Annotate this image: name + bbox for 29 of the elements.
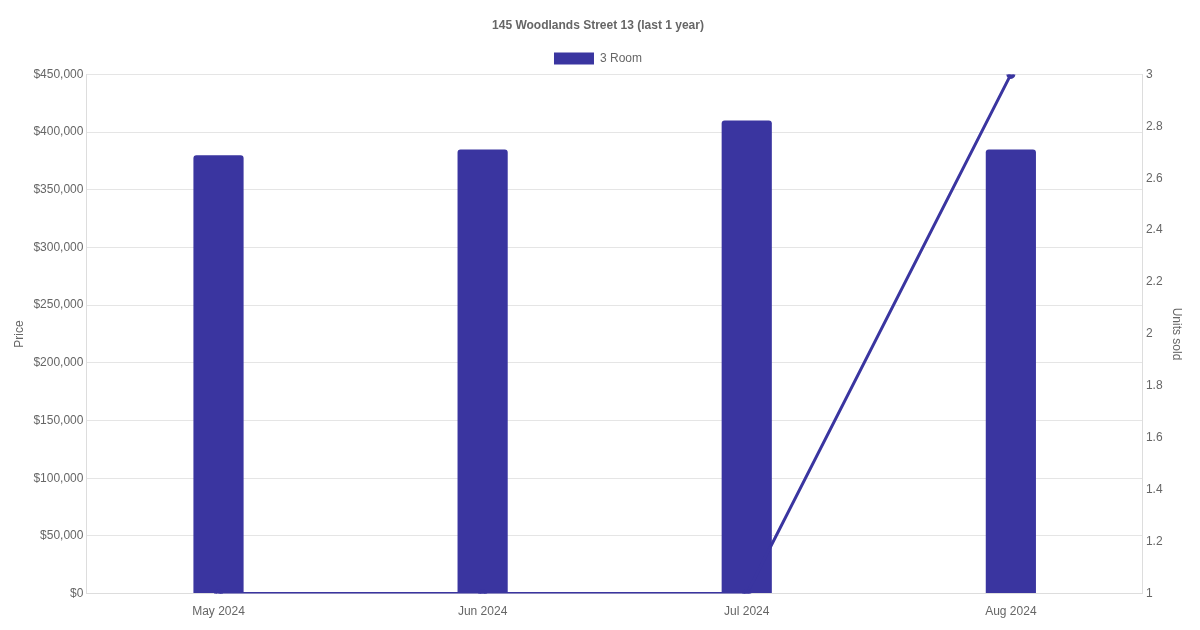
y-tick-label: $50,000 bbox=[40, 528, 84, 543]
y-tick-label: $250,000 bbox=[33, 297, 84, 312]
y-tick-label: $100,000 bbox=[33, 470, 84, 485]
y-tick-label: $400,000 bbox=[33, 124, 84, 139]
x-tick-label: Jul 2024 bbox=[724, 604, 770, 619]
x-tick-label: Jun 2024 bbox=[457, 604, 508, 619]
y-axis-title: Price bbox=[11, 320, 26, 348]
legend-label: 3 Room bbox=[599, 50, 643, 65]
y2-tick-label: 2.4 bbox=[1145, 222, 1163, 237]
y2-tick-label: 1.6 bbox=[1145, 430, 1163, 445]
x-tick-label: Aug 2024 bbox=[985, 604, 1037, 619]
y2-tick-label: 1 bbox=[1145, 585, 1153, 600]
y-tick-label: $450,000 bbox=[33, 66, 84, 81]
y2-tick-label: 3 bbox=[1145, 66, 1153, 81]
y2-axis-title: Units sold bbox=[1170, 307, 1185, 361]
chart-title: 145 Woodlands Street 13 (last 1 year) bbox=[492, 17, 704, 32]
y2-tick-label: 1.2 bbox=[1145, 533, 1163, 548]
y2-tick-label: 1.4 bbox=[1145, 482, 1163, 497]
y-tick-label: $150,000 bbox=[33, 412, 84, 427]
y2-tick-label: 2.6 bbox=[1145, 170, 1163, 185]
x-tick-label: May 2024 bbox=[192, 604, 246, 619]
y-tick-label: $300,000 bbox=[33, 239, 84, 254]
y2-tick-label: 2.8 bbox=[1145, 118, 1163, 133]
y-tick-label: $350,000 bbox=[33, 182, 84, 197]
y2-tick-label: 1.8 bbox=[1145, 378, 1163, 393]
y-tick-label: $200,000 bbox=[33, 355, 84, 370]
y2-tick-label: 2 bbox=[1145, 326, 1153, 341]
y2-tick-label: 2.2 bbox=[1145, 274, 1163, 289]
y-tick-label: $0 bbox=[70, 585, 84, 600]
